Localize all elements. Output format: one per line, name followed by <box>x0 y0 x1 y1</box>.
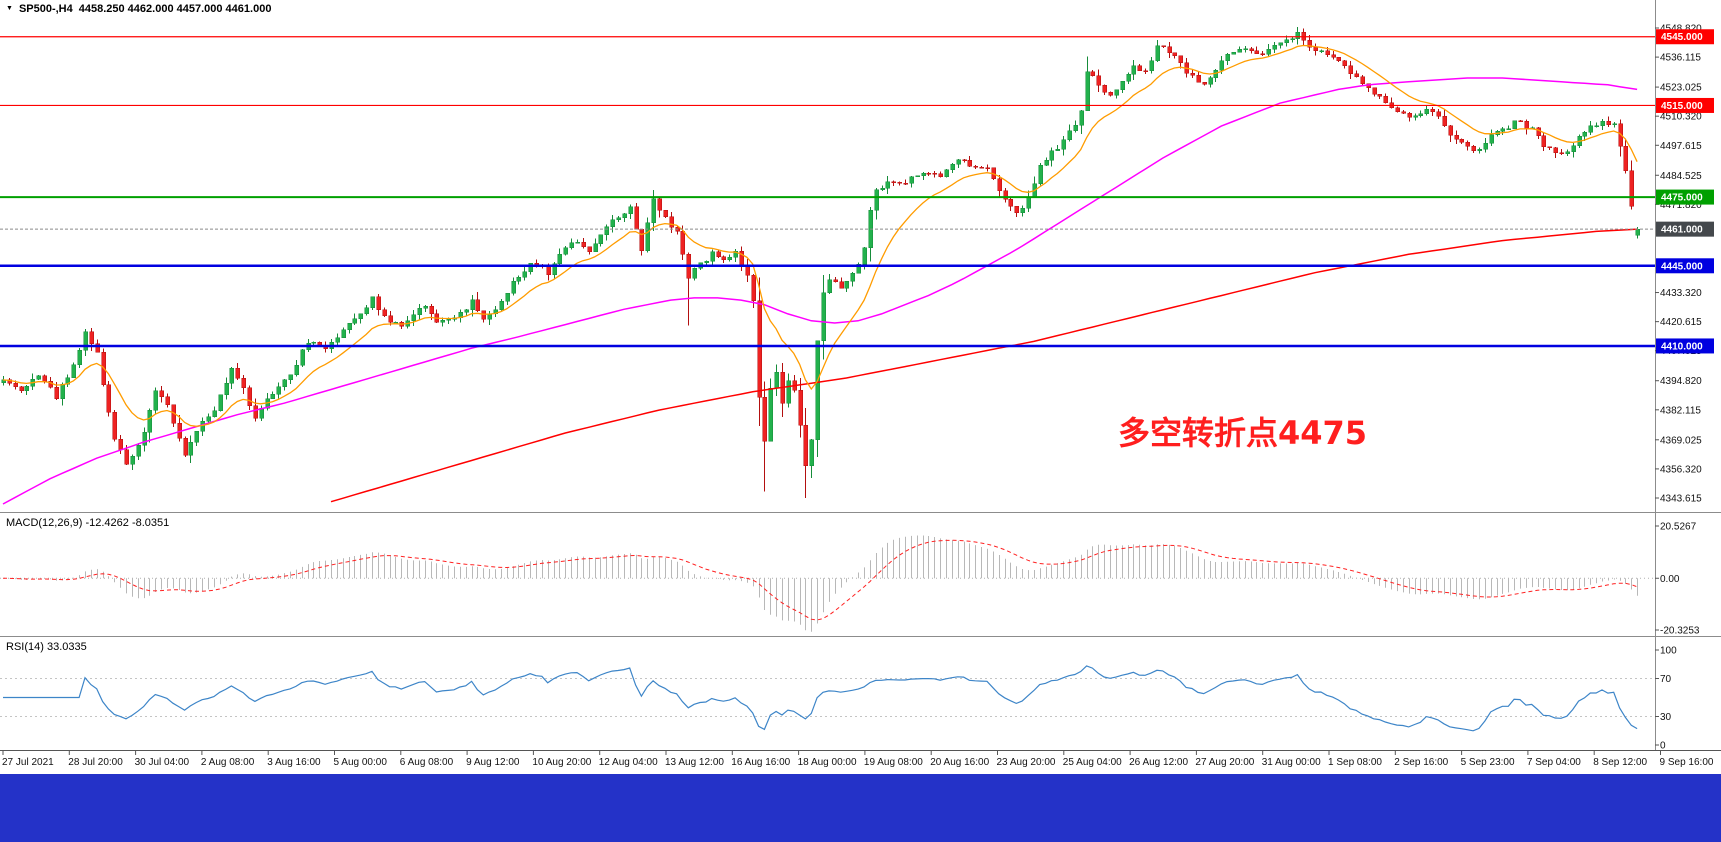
svg-text:25 Aug 04:00: 25 Aug 04:00 <box>1063 757 1122 768</box>
svg-text:4420.615: 4420.615 <box>1660 317 1702 328</box>
price-lines-layer[interactable] <box>0 36 1655 348</box>
ma-slow-red <box>330 228 1638 503</box>
svg-text:23 Aug 20:00: 23 Aug 20:00 <box>997 757 1056 768</box>
svg-text:4548.820: 4548.820 <box>1660 24 1702 35</box>
rsi-pane <box>0 665 1655 732</box>
svg-text:4394.820: 4394.820 <box>1660 376 1702 387</box>
svg-text:4484.525: 4484.525 <box>1660 171 1702 182</box>
svg-text:4515.000: 4515.000 <box>1661 101 1703 112</box>
svg-text:19 Aug 08:00: 19 Aug 08:00 <box>864 757 923 768</box>
price-axis[interactable]: 4548.820 4536.115 4523.025 4510.320 4497.615… <box>1655 24 1714 752</box>
svg-text:4461.000: 4461.000 <box>1661 225 1703 236</box>
svg-text:4523.025: 4523.025 <box>1660 83 1702 94</box>
chart-canvas[interactable]: 4548.820 4536.115 4523.025 4510.320 4497.615… <box>0 0 1721 774</box>
svg-text:20 Aug 16:00: 20 Aug 16:00 <box>930 757 989 768</box>
svg-text:2 Aug 08:00: 2 Aug 08:00 <box>201 757 255 768</box>
rsi-line <box>3 665 1638 732</box>
svg-text:4497.615: 4497.615 <box>1660 141 1702 152</box>
svg-text:13 Aug 12:00: 13 Aug 12:00 <box>665 757 724 768</box>
svg-text:27 Jul 2021: 27 Jul 2021 <box>2 757 54 768</box>
svg-text:7 Sep 04:00: 7 Sep 04:00 <box>1527 757 1581 768</box>
svg-text:16 Aug 16:00: 16 Aug 16:00 <box>731 757 790 768</box>
svg-text:8 Sep 12:00: 8 Sep 12:00 <box>1593 757 1647 768</box>
moving-averages-layer <box>2 44 1638 505</box>
svg-text:4356.320: 4356.320 <box>1660 464 1702 475</box>
svg-text:10 Aug 20:00: 10 Aug 20:00 <box>532 757 591 768</box>
svg-text:6 Aug 08:00: 6 Aug 08:00 <box>400 757 454 768</box>
window-footer-bar <box>0 774 1721 842</box>
svg-text:4382.115: 4382.115 <box>1660 405 1701 416</box>
svg-text:4475.000: 4475.000 <box>1661 193 1703 204</box>
ma-medium-magenta <box>2 77 1638 505</box>
svg-text:4369.025: 4369.025 <box>1660 435 1702 446</box>
macd-signal-line <box>3 539 1638 621</box>
svg-text:4343.615: 4343.615 <box>1660 494 1702 505</box>
svg-text:4445.000: 4445.000 <box>1661 261 1703 272</box>
svg-text:31 Aug 00:00: 31 Aug 00:00 <box>1262 757 1321 768</box>
svg-text:0.00: 0.00 <box>1660 574 1680 585</box>
svg-text:12 Aug 04:00: 12 Aug 04:00 <box>599 757 658 768</box>
svg-text:4433.320: 4433.320 <box>1660 288 1702 299</box>
trading-chart-window: 4548.820 4536.115 4523.025 4510.320 4497.615… <box>0 0 1721 774</box>
svg-text:27 Aug 20:00: 27 Aug 20:00 <box>1195 757 1254 768</box>
svg-text:30: 30 <box>1660 712 1672 723</box>
svg-text:1 Sep 08:00: 1 Sep 08:00 <box>1328 757 1382 768</box>
svg-text:4410.000: 4410.000 <box>1661 341 1703 352</box>
svg-text:28 Jul 20:00: 28 Jul 20:00 <box>68 757 123 768</box>
price-badge-4410.000 <box>1656 338 1714 354</box>
svg-text:4536.115: 4536.115 <box>1660 53 1701 64</box>
svg-text:20.5267: 20.5267 <box>1660 522 1697 533</box>
pane-borders <box>0 0 1721 751</box>
svg-text:30 Jul 04:00: 30 Jul 04:00 <box>135 757 190 768</box>
svg-text:100: 100 <box>1660 646 1677 657</box>
svg-text:26 Aug 12:00: 26 Aug 12:00 <box>1129 757 1188 768</box>
price-badge-4475.000 <box>1656 189 1714 205</box>
candles-layer <box>1 26 1640 499</box>
svg-text:18 Aug 00:00: 18 Aug 00:00 <box>798 757 857 768</box>
price-badge-4445.000 <box>1656 258 1714 274</box>
svg-text:4471.820: 4471.820 <box>1660 200 1702 211</box>
svg-text:2 Sep 16:00: 2 Sep 16:00 <box>1394 757 1448 768</box>
svg-text:4545.000: 4545.000 <box>1661 32 1703 43</box>
price-badge-4545.000 <box>1656 29 1714 45</box>
svg-text:9 Aug 12:00: 9 Aug 12:00 <box>466 757 520 768</box>
macd-pane <box>0 535 1655 632</box>
svg-text:9 Sep 16:00: 9 Sep 16:00 <box>1660 757 1714 768</box>
svg-text:4510.320: 4510.320 <box>1660 112 1702 123</box>
svg-text:3 Aug 16:00: 3 Aug 16:00 <box>267 757 321 768</box>
svg-text:-20.3253: -20.3253 <box>1660 626 1700 637</box>
svg-text:0: 0 <box>1660 741 1666 752</box>
svg-text:70: 70 <box>1660 674 1672 685</box>
price-badge-4461.000 <box>1656 221 1714 237</box>
time-axis[interactable]: 27 Jul 2021 28 Jul 20:00 30 Jul 04:00 2 Aug… <box>2 751 1714 768</box>
svg-text:5 Aug 00:00: 5 Aug 00:00 <box>334 757 388 768</box>
ma-fast-orange <box>2 44 1638 427</box>
svg-text:5 Sep 23:00: 5 Sep 23:00 <box>1461 757 1515 768</box>
price-badge-4515.000 <box>1656 97 1714 113</box>
